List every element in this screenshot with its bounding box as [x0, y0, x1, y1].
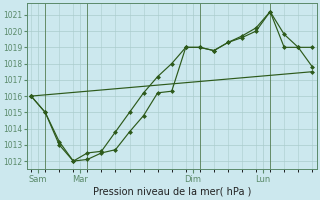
- X-axis label: Pression niveau de la mer( hPa ): Pression niveau de la mer( hPa ): [92, 187, 251, 197]
